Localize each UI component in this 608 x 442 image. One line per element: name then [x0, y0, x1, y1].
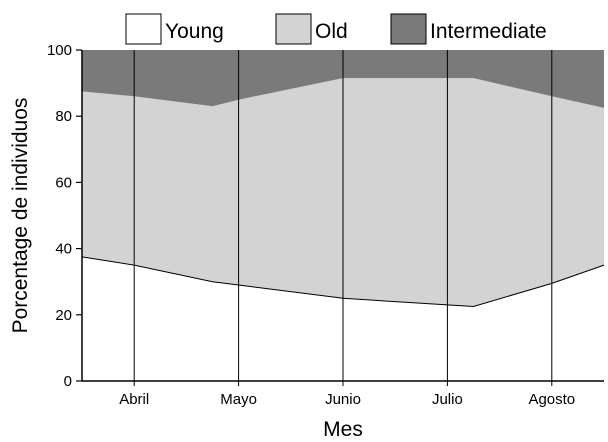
x-tick-label: Mayo [220, 391, 257, 408]
area-intermediate [82, 50, 604, 108]
y-axis-label: Porcentage de individuos [9, 98, 32, 334]
legend-label-old: Old [315, 20, 348, 43]
x-axis-label: Mes [323, 418, 363, 441]
vertical-gridlines [133, 50, 553, 381]
legend-swatch-old [275, 13, 312, 45]
y-tick-label: 60 [55, 174, 72, 191]
x-tick-label: Agosto [528, 391, 575, 408]
legend-label-intermediate: Intermediate [430, 20, 547, 43]
legend-label-young: Young [165, 20, 224, 43]
x-tick-label: Abril [119, 391, 149, 408]
legend: Young Old Intermediate [125, 13, 547, 45]
y-tick-label: 80 [55, 108, 72, 125]
y-tick-label: 100 [47, 42, 72, 59]
y-tick-label: 0 [64, 373, 72, 390]
legend-swatch-intermediate [390, 13, 427, 45]
x-ticks: Abril Mayo Junio Julio Agosto [119, 381, 575, 408]
y-tick-label: 40 [55, 241, 72, 258]
legend-swatch-young [125, 13, 162, 45]
x-tick-label: Junio [325, 391, 361, 408]
y-tick-label: 20 [55, 307, 72, 324]
y-ticks: 0 20 40 60 80 100 [47, 42, 82, 390]
x-tick-label: Julio [432, 391, 463, 408]
series-boundaries [81, 256, 605, 308]
young-old-boundary-line [81, 256, 605, 308]
